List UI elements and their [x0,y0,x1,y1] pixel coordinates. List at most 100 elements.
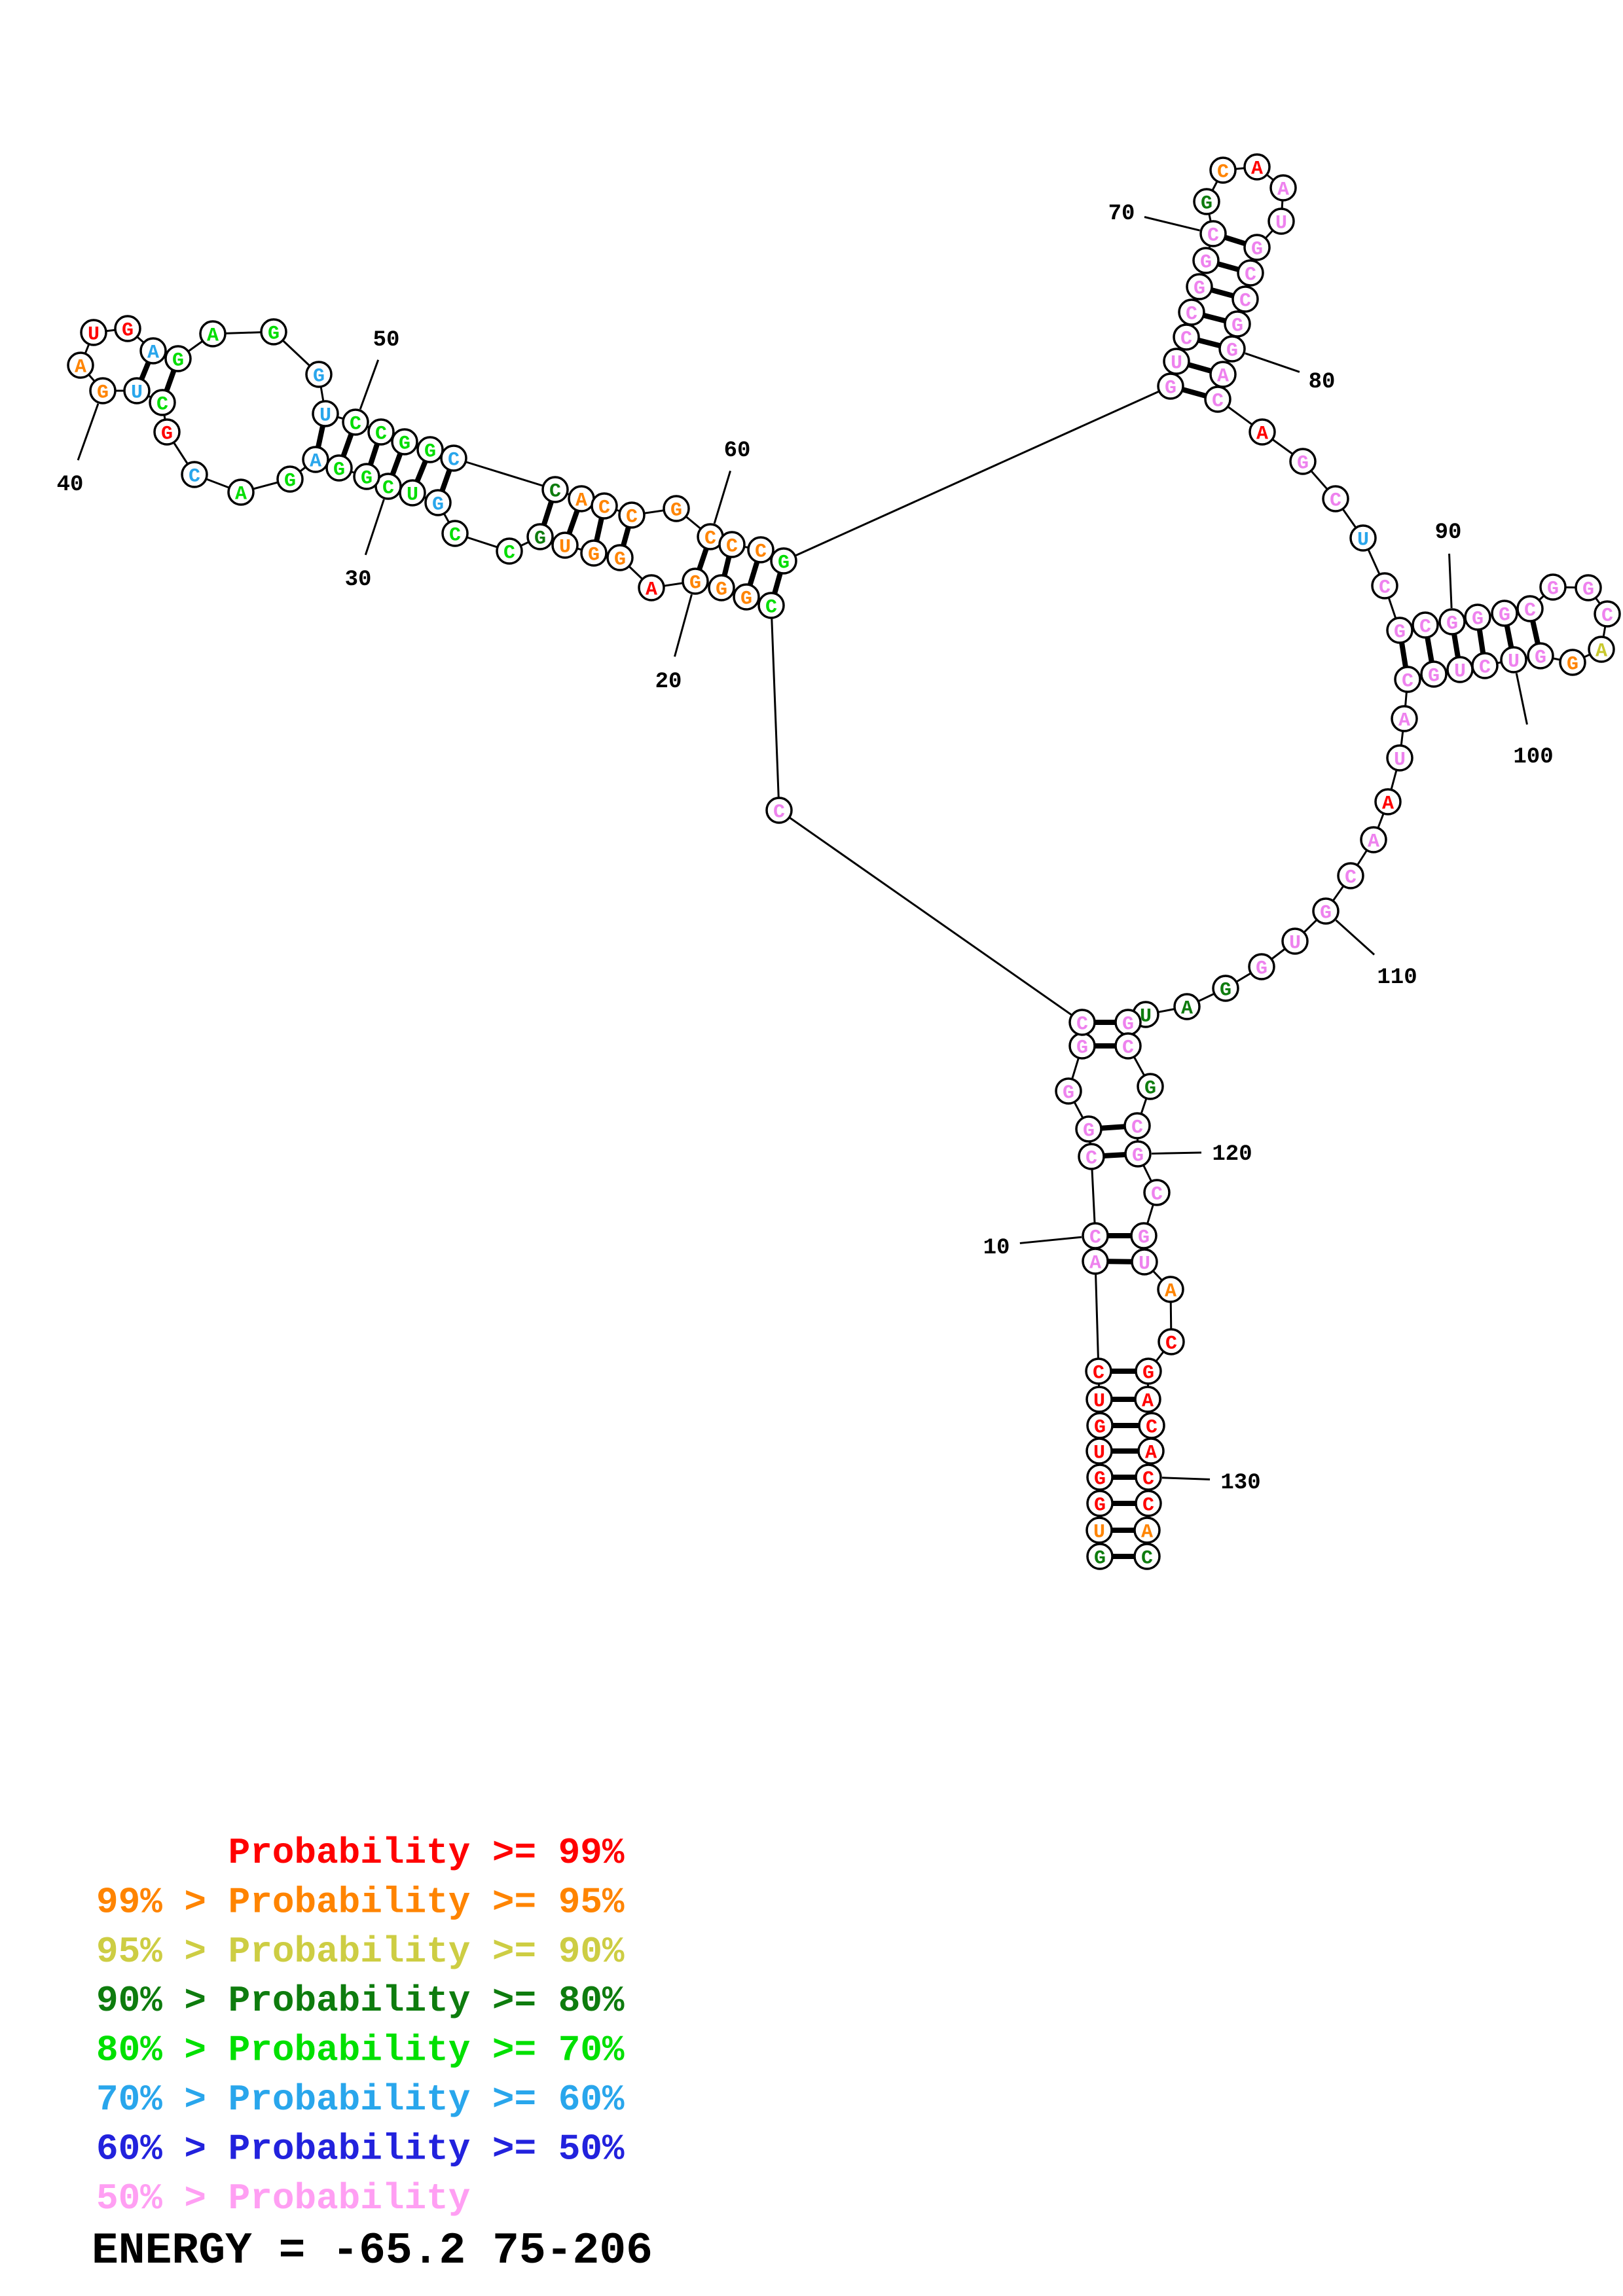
nucleotide-letter: C [375,423,387,446]
nucleotide-circle [325,454,353,482]
nucleotide-letter: G [1200,252,1212,274]
position-label: 10 [983,1236,1010,1261]
nucleotide-letter: A [1368,831,1379,853]
nucleotide-letter: C [1379,577,1391,600]
nucleotide-circle [638,574,665,601]
position-label: 70 [1108,202,1135,226]
nucleotide-letter: G [1446,613,1458,636]
nucleotide: U [1163,348,1190,375]
nucleotide: C [367,418,395,446]
nucleotide: G [1157,372,1184,400]
nucleotide: G [1212,975,1239,1002]
nucleotide: C [1078,1143,1105,1170]
nucleotide-letter: C [1239,291,1251,313]
position-label: 60 [724,439,751,463]
nucleotide-letter: A [1217,366,1229,388]
nucleotide-letter: G [1472,609,1484,631]
nucleotide: G [733,583,760,611]
nucleotide-letter: U [1454,661,1466,683]
nucleotide-circle [682,567,709,595]
nucleotide-letter: G [1499,605,1510,627]
nucleotide-letter: U [319,405,331,427]
nucleotide: G [1243,234,1271,261]
nucleotide: G [1124,1140,1152,1168]
nucleotide-letter: C [1076,1014,1088,1036]
nucleotide-letter: G [1194,278,1205,300]
nucleotide-letter: U [1508,651,1520,673]
nucleotide: G [1086,1490,1114,1517]
nucleotide-letter: G [1122,1014,1134,1036]
nucleotide-circle [1135,1490,1162,1517]
nucleotide-letter: G [1567,654,1578,676]
nucleotide-circle [1085,1386,1113,1413]
nucleotide-letter: G [1297,453,1309,475]
nucleotide-circle [424,489,452,516]
nucleotide: C [1123,1112,1151,1139]
nucleotide: A [1374,788,1402,816]
nucleotide: G [416,436,444,463]
nucleotide: C [1209,156,1237,184]
nucleotide-letter: U [1357,529,1369,552]
nucleotide: C [1394,666,1421,693]
nucleotide-letter: G [122,320,134,342]
position-label: 40 [57,473,84,497]
nucleotide: U [1131,1248,1158,1276]
nucleotide: G [1192,247,1220,274]
legend-item: 70% > Probability >= 60% [96,2079,625,2121]
nucleotide: C [1173,323,1200,351]
nucleotide: A [302,446,329,473]
nucleotide-circle [1412,611,1439,639]
position-label: 120 [1212,1142,1252,1167]
nucleotide-letter: G [1582,579,1594,601]
nucleotide-circle [1068,1009,1096,1036]
nucleotide-letter: U [1139,1253,1150,1276]
nucleotide-circle [1085,1357,1112,1385]
nucleotide: C [1594,600,1621,628]
nucleotide-circle [1243,153,1271,181]
position-leader-line [1019,1236,1082,1244]
nucleotide-letter: C [1141,1548,1153,1570]
nucleotide-letter: C [626,507,638,529]
nucleotide-circle [440,444,467,472]
nucleotide-letter: C [1089,1227,1101,1249]
position-leader-line [1151,1151,1202,1155]
nucleotide-circle [733,583,760,611]
nucleotide-letter: G [361,468,373,490]
nucleotide-letter: G [172,350,184,372]
nucleotide: G [260,318,287,346]
nucleotide-letter: C [449,525,461,547]
nucleotide: A [1391,705,1418,732]
nucleotide-letter: G [284,471,296,493]
nucleotide-letter: G [1076,1037,1088,1060]
nucleotide: A [1588,636,1615,663]
nucleotide-letter: G [534,528,546,550]
nucleotide-circle [663,495,690,522]
nucleotide: C [765,797,793,824]
nucleotide-letter: U [559,537,571,559]
position-label: 130 [1220,1471,1260,1496]
nucleotide-letter: C [1186,304,1197,326]
nucleotide: G [1289,448,1317,475]
nucleotide-letter: A [1256,423,1268,446]
nucleotide-circle [164,345,192,372]
nucleotide: G [1130,1222,1158,1249]
nucleotide-letter: G [588,545,600,567]
nucleotide-circle [1281,927,1309,955]
position-leader-line [713,471,731,524]
nucleotide-letter: C [1524,600,1536,622]
nucleotide-letter: G [424,441,436,463]
legend-item: 60% > Probability >= 50% [96,2128,625,2170]
nucleotide-circle [1218,335,1246,363]
position-label: 50 [373,328,400,353]
nucleotide: C [757,592,785,619]
nucleotide-circle [1588,636,1615,663]
energy-label: ENERGY = -65.2 75-206 [92,2226,653,2276]
nucleotide-circle [1500,646,1527,673]
nucleotide: C [618,501,646,529]
nucleotide-circle [1371,572,1398,600]
nucleotide-letter: A [1277,179,1289,202]
nucleotide-letter: G [1165,378,1176,400]
nucleotide: G [1527,642,1554,670]
nucleotide: C [1199,220,1227,247]
nucleotide-letter: A [310,451,321,473]
